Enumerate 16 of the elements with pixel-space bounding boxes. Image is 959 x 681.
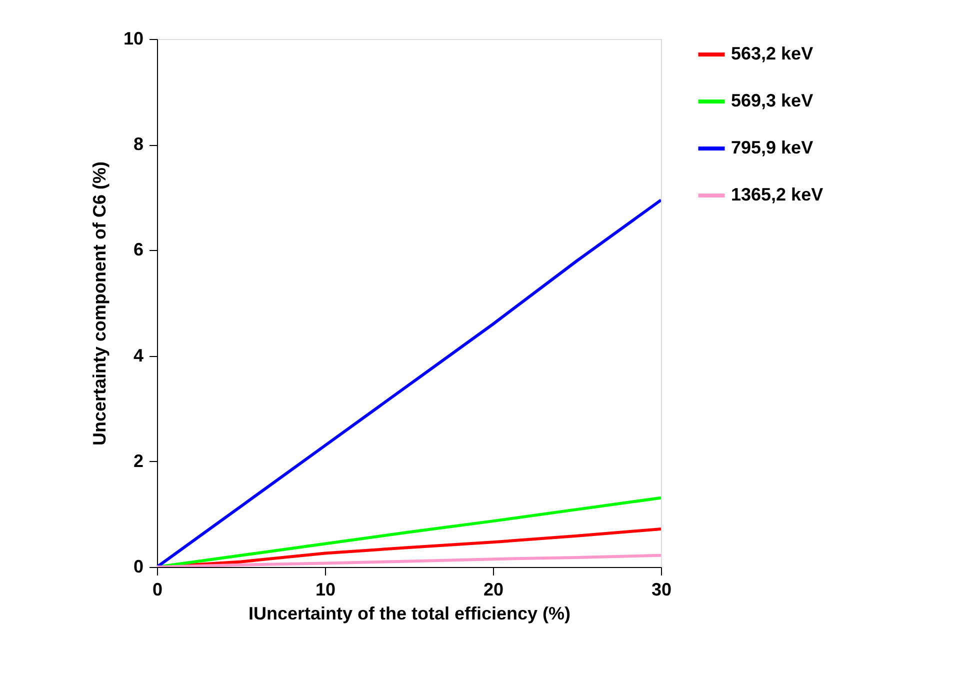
legend-label: 1365,2 keV	[731, 184, 824, 204]
x-tick-label: 20	[483, 580, 504, 600]
x-axis-title: IUncertainty of the total efficiency (%)	[248, 604, 571, 624]
legend-label: 563,2 keV	[731, 44, 814, 64]
legend-label: 795,9 keV	[731, 138, 814, 158]
y-tick-label: 8	[133, 134, 144, 154]
y-tick-label: 2	[133, 450, 144, 471]
y-tick-label: 6	[133, 240, 144, 260]
x-tick-label: 30	[651, 580, 672, 600]
x-tick-label: 10	[315, 580, 336, 600]
legend-label: 569,3 keV	[731, 90, 814, 110]
x-tick-label: 0	[152, 580, 163, 600]
y-tick-label: 10	[123, 28, 144, 48]
y-tick-label: 4	[133, 345, 144, 366]
y-axis-title: Uncertainty component of C6 (%)	[89, 161, 110, 446]
y-tick-label: 0	[133, 556, 144, 576]
